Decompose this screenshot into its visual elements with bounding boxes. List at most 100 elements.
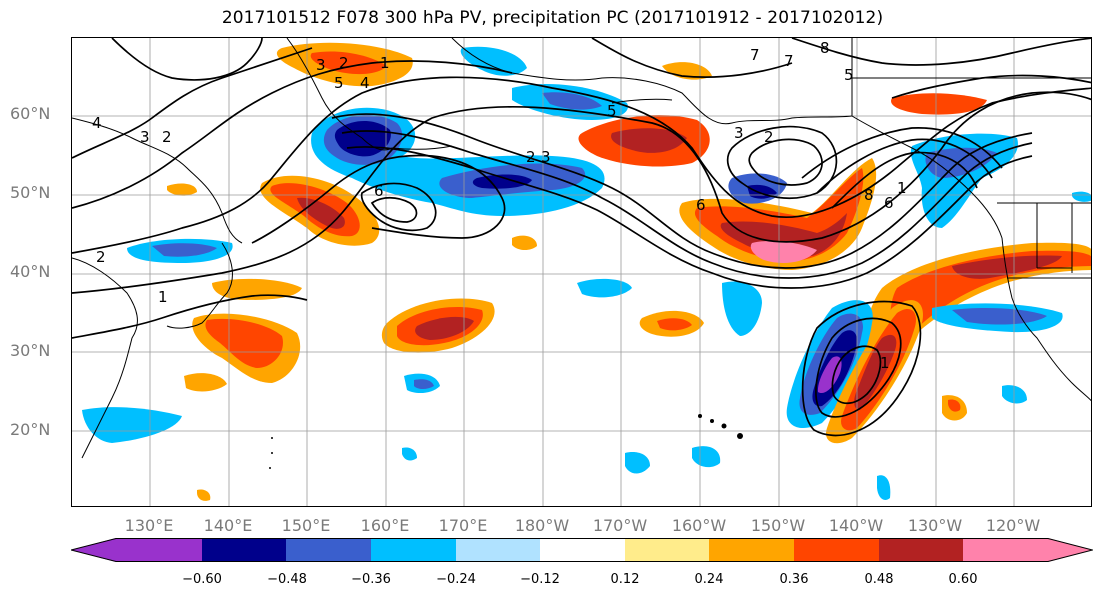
pv-contour-23 [72,294,308,339]
island-hawaii-1 [698,414,702,418]
colorbar-tick-label: −0.24 [436,572,476,587]
coastline-korea-china [72,257,138,459]
pv-contour-9 [251,154,506,244]
negative-field-south-hawaii-2 [692,446,721,468]
pv-contour-6 [331,113,1033,269]
contour-label-21: 8 [864,186,874,204]
colorbar-segment [371,538,456,562]
colorbar-segment [202,538,286,562]
border-canada-yukon [851,38,1091,116]
positive-field-midpacific-west-core [415,316,474,340]
negative-field-midpacific-center [577,278,632,298]
contour-label-24: 1 [880,354,890,372]
contour-label-2: 2 [339,54,349,72]
lon-label-170w: 170°W [592,516,648,535]
pv-contour-2 [72,76,1091,254]
colorbar-tick-label: −0.60 [182,572,222,587]
lat-label-40n: 40°N [10,262,51,281]
lat-label-30n: 30°N [10,341,51,360]
shaded-fields [82,42,1091,501]
positive-field-subtropical-dipole-core [854,334,897,410]
colorbar [71,538,1093,562]
map-panel: 3 2 1 4 5 6 7 8 5 4 3 2 2 1 3 2 5 3 2 6 … [71,37,1092,507]
contour-label-13: 2 [96,248,106,266]
contour-label-17: 5 [607,102,617,120]
contour-label-15: 3 [541,148,551,166]
coastline-kamchatka [286,38,393,151]
colorbar-segment [963,538,1093,562]
positive-field-dateline [512,235,537,251]
island-hawaii-4 [737,433,743,439]
colorbar-outline [71,538,1093,562]
colorbar-tick-label: −0.36 [351,572,391,587]
negative-field-taiwan [82,407,182,443]
contour-label-7: 7 [784,52,794,70]
positive-field-california-mid [889,250,1091,339]
lat-label-20n: 20°N [10,420,51,439]
contour-label-8: 8 [820,39,830,57]
positive-field-alaska-top [662,62,712,80]
negative-field-south-east [877,475,891,500]
contour-label-6: 6 [374,182,384,200]
colorbar-tick-label: −0.48 [267,572,307,587]
lon-label-160w: 160°W [671,516,727,535]
coastline-japan [166,242,233,329]
contour-label-14: 1 [158,288,168,306]
positive-field-okhotsk [167,183,197,196]
lon-label-130e: 130°E [124,516,174,535]
lon-label-140e: 140°E [203,516,253,535]
island-marianas-3 [269,467,271,469]
coastline-bc [851,115,1003,239]
pv-contour-13 [748,138,823,186]
contour-labels: 3 2 1 4 5 6 7 8 5 4 3 2 2 1 3 2 5 3 2 6 … [92,39,907,372]
contour-label-11: 3 [140,128,150,146]
contour-label-1: 3 [316,56,326,74]
negative-field-west-pacific-core [414,379,434,389]
colorbar-tick-label: 0.12 [610,572,640,587]
lon-label-140w: 140°W [828,516,884,535]
graticule [72,38,1091,506]
contour-label-9: 5 [844,66,854,84]
positive-field-gulf-alaska-core [611,128,687,153]
pv-contour-7 [341,130,1033,279]
negative-field-midpacific-east [722,281,762,336]
border-states [1007,203,1091,279]
pv-contour-3 [72,60,513,209]
lon-label-180w: 180°W [514,516,570,535]
pv-contour-22 [591,38,793,78]
contour-label-23: 7 [750,46,760,64]
island-hawaii-2 [710,419,714,423]
colorbar-segment [794,538,879,562]
contour-label-20: 6 [884,194,894,212]
colorbar-segment [709,538,794,562]
positive-field-philippine [184,373,227,392]
contour-label-4: 4 [360,74,370,92]
negative-field-south-hawaii-3 [402,447,417,461]
positive-field-east-small-core [948,399,961,412]
positive-field-california [865,242,1091,362]
colorbar-segment [540,538,625,562]
negative-field-aleutian-core [542,92,602,110]
pv-contours [72,38,1091,437]
coastline-us-west [1001,237,1091,402]
negative-field-subtropical-dipole-peak [817,356,842,394]
pv-contour-16 [831,151,978,209]
colorbar-segment [71,538,202,562]
contour-label-10: 4 [92,114,102,132]
lat-label-50n: 50°N [10,183,51,202]
positive-field-canada-top [891,93,987,115]
island-marianas-2 [271,452,273,454]
pv-contour-10 [360,182,437,232]
colorbar-segment [625,538,709,562]
negative-field-aleutian-top [460,46,527,76]
colorbar-segment [286,538,371,562]
negative-field-east-small [1002,385,1027,404]
colorbar-tick-label: 0.60 [948,572,978,587]
positive-field-south-small [197,489,211,501]
negative-field-south-hawaii-1 [625,452,650,474]
map-canvas: 3 2 1 4 5 6 7 8 5 4 3 2 2 1 3 2 5 3 2 6 … [72,38,1091,506]
lon-label-170e: 170°E [438,516,488,535]
negative-field-bc-coast-core [925,147,997,178]
positive-field-midpacific-center-core [657,318,692,331]
colorbar-tick-label: 0.36 [779,572,809,587]
